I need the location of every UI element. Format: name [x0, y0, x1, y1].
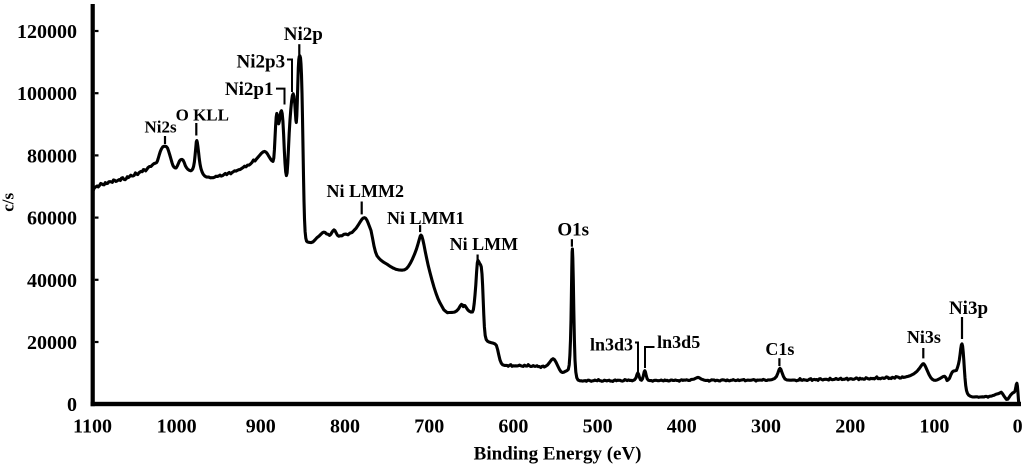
- svg-text:Ni LMM: Ni LMM: [450, 234, 518, 254]
- svg-text:200: 200: [835, 416, 865, 438]
- svg-text:300: 300: [751, 416, 781, 438]
- svg-text:0: 0: [67, 394, 77, 416]
- svg-text:60000: 60000: [27, 208, 77, 230]
- svg-text:Ni2p3: Ni2p3: [237, 51, 286, 72]
- svg-text:0: 0: [1013, 416, 1023, 438]
- svg-text:Ni3s: Ni3s: [907, 327, 941, 347]
- svg-text:Ni LMM2: Ni LMM2: [327, 181, 404, 201]
- svg-text:C1s: C1s: [765, 339, 794, 359]
- svg-text:1000: 1000: [157, 416, 197, 438]
- svg-text:O KLL: O KLL: [176, 106, 229, 125]
- svg-text:Ni2s: Ni2s: [144, 117, 177, 136]
- svg-text:c/s: c/s: [0, 192, 18, 211]
- svg-text:120000: 120000: [17, 21, 77, 43]
- svg-text:100: 100: [919, 416, 949, 438]
- svg-text:Ni2p1: Ni2p1: [225, 79, 274, 100]
- svg-text:ln3d3: ln3d3: [590, 334, 633, 354]
- svg-text:700: 700: [414, 416, 444, 438]
- svg-text:900: 900: [246, 416, 276, 438]
- svg-text:O1s: O1s: [557, 219, 589, 240]
- svg-text:1100: 1100: [73, 416, 112, 438]
- svg-text:20000: 20000: [27, 332, 77, 354]
- svg-text:Ni3p: Ni3p: [949, 298, 988, 319]
- svg-text:600: 600: [498, 416, 528, 438]
- svg-text:500: 500: [583, 416, 613, 438]
- svg-text:40000: 40000: [27, 270, 77, 292]
- svg-text:100000: 100000: [17, 83, 77, 105]
- svg-text:800: 800: [330, 416, 360, 438]
- svg-text:80000: 80000: [27, 145, 77, 167]
- svg-text:Binding Energy (eV): Binding Energy (eV): [474, 443, 642, 464]
- svg-text:ln3d5: ln3d5: [657, 332, 700, 352]
- svg-text:Ni LMM1: Ni LMM1: [387, 208, 464, 228]
- svg-text:Ni2p: Ni2p: [284, 24, 323, 45]
- svg-text:400: 400: [667, 416, 697, 438]
